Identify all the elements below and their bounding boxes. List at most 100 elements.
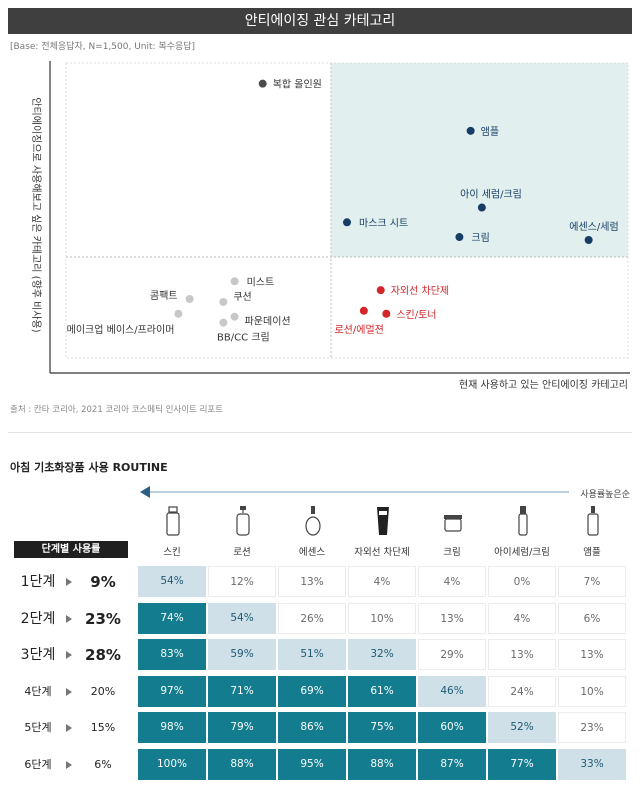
- scatter-point: [376, 286, 385, 295]
- row-arrow-icon: [66, 687, 72, 696]
- heatmap-cell: 29%: [418, 639, 486, 670]
- step-usage-value: 9%: [90, 573, 116, 591]
- heatmap-cell: 69%: [278, 675, 346, 707]
- plot-frame: [65, 62, 629, 359]
- scatter-point-label: 앰플: [481, 126, 499, 138]
- heatmap-cell: 10%: [558, 675, 626, 707]
- y-axis-label: 안티에이징으로 사용해보고 싶은 카테고리 (향후 비사용): [30, 97, 43, 332]
- scatter-point: [455, 233, 464, 242]
- step-label: 6단계: [24, 757, 52, 771]
- heatmap-cell: 13%: [278, 566, 346, 597]
- scatter-point-label: 크림: [471, 232, 489, 244]
- heatmap-cell: 59%: [208, 639, 276, 670]
- heatmap-cell: 52%: [488, 712, 556, 743]
- step-usage-header: 단계별 사용률: [14, 541, 128, 558]
- base-note: [Base: 전체응답자, N=1,500, Unit: 복수응답]: [10, 42, 196, 52]
- scatter-point-label: BB/CC 크림: [217, 332, 270, 344]
- essence-dropper-icon: [301, 505, 325, 537]
- scatter-point: [359, 306, 368, 315]
- row-arrow-icon: [66, 724, 72, 732]
- scatter-point: [258, 79, 267, 88]
- step-usage-value: 28%: [85, 646, 121, 664]
- heatmap-cell: 95%: [278, 748, 346, 780]
- ampoule-bottle-icon: [581, 505, 605, 537]
- heatmap-cell: 33%: [558, 748, 626, 780]
- scatter-point: [343, 218, 351, 227]
- scatter-point: [174, 309, 183, 318]
- heatmap-cell: 7%: [558, 566, 626, 597]
- scatter-point-label: 스킨/토너: [396, 309, 436, 321]
- scatter-point-label: 메이크업 베이스/프라이머: [67, 323, 175, 336]
- heatmap-cell: 75%: [348, 712, 416, 743]
- step-usage-value: 20%: [90, 684, 116, 698]
- scatter-point-label: 로션/에멀젼: [334, 323, 383, 336]
- heatmap-cell: 88%: [208, 748, 276, 780]
- toner-bottle-icon: [161, 505, 185, 537]
- product-label: 크림: [443, 547, 461, 558]
- step-usage-value: 6%: [94, 757, 112, 771]
- source-note: 출처 : 칸타 코리아, 2021 코리아 코스메틱 인사이트 리포트: [10, 405, 224, 415]
- row-arrow-icon: [66, 651, 72, 659]
- heatmap-cell: 4%: [418, 566, 486, 597]
- heatmap-cell: 74%: [138, 602, 206, 634]
- heatmap-cell: 13%: [488, 639, 556, 670]
- heatmap-cell: 88%: [348, 748, 416, 780]
- scatter-point-label: 에센스/세럼: [569, 220, 618, 233]
- heatmap-cell: 97%: [138, 675, 206, 707]
- scatter-point-label: 마스크 시트: [359, 217, 408, 229]
- heatmap-cell: 12%: [208, 566, 276, 597]
- eye-serum-tube-icon: [511, 505, 535, 537]
- heatmap-cell: 54%: [208, 602, 276, 634]
- heatmap-cell: 13%: [558, 639, 626, 670]
- scatter-point: [382, 309, 391, 318]
- usage-order-label: 사용률높은순: [580, 490, 630, 500]
- step-usage-value: 15%: [90, 721, 116, 734]
- usage-arrow-head: [140, 486, 150, 498]
- heatmap-cell: 4%: [488, 602, 556, 634]
- product-label: 스킨: [163, 547, 181, 558]
- row-arrow-icon: [66, 614, 72, 623]
- scatter-point-label: 파운데이션: [245, 316, 291, 328]
- x-axis-label: 현재 사용하고 있는 안티에이징 카테고리: [459, 378, 628, 391]
- heatmap-cell: 100%: [138, 748, 206, 780]
- scatter-point: [466, 126, 475, 135]
- heatmap-cell: 60%: [418, 712, 486, 743]
- scatter-point-label: 쿠션: [233, 291, 251, 303]
- row-arrow-icon: [66, 578, 72, 586]
- scatter-point: [230, 277, 239, 286]
- scatter-point: [185, 295, 194, 303]
- sunscreen-tube-icon: [371, 505, 395, 537]
- scatter-point: [219, 297, 228, 306]
- heatmap-cell: 13%: [418, 602, 486, 634]
- lotion-bottle-icon: [231, 505, 255, 537]
- cream-jar-icon: [441, 505, 465, 537]
- scatter-point: [584, 236, 593, 244]
- step-usage-value: 23%: [85, 609, 121, 628]
- heatmap-cell: 46%: [418, 675, 486, 707]
- step-label: 2단계: [20, 610, 56, 627]
- heatmap-cell: 77%: [488, 748, 556, 780]
- scatter-point-label: 복합 올인원: [273, 79, 322, 91]
- scatter-point-label: 미스트: [247, 276, 275, 288]
- heatmap-cell: 0%: [488, 566, 556, 597]
- scatter-point: [219, 318, 228, 327]
- quadrant-highlight: [331, 63, 628, 257]
- heatmap-cell: 83%: [138, 639, 206, 670]
- row-arrow-icon: [66, 760, 72, 769]
- product-label: 앰플: [583, 547, 601, 558]
- heatmap-cell: 32%: [348, 639, 416, 670]
- scatter-point: [477, 203, 486, 212]
- section-divider: [8, 432, 632, 433]
- heatmap-cell: 51%: [278, 639, 346, 670]
- scatter-point-label: 아이 세럼/크림: [460, 188, 522, 201]
- step-label: 3단계: [20, 647, 56, 663]
- product-label: 자외선 차단제: [354, 547, 410, 558]
- scatter-point-label: 콤팩트: [150, 290, 178, 302]
- heatmap-cell: 4%: [348, 566, 416, 597]
- heatmap-cell: 87%: [418, 748, 486, 780]
- usage-arrow-line: [145, 491, 569, 493]
- heatmap-cell: 98%: [138, 712, 206, 743]
- routine-title: 아침 기초화장품 사용 ROUTINE: [10, 461, 168, 474]
- heatmap-cell: 26%: [278, 602, 346, 634]
- product-label: 에센스: [298, 547, 326, 558]
